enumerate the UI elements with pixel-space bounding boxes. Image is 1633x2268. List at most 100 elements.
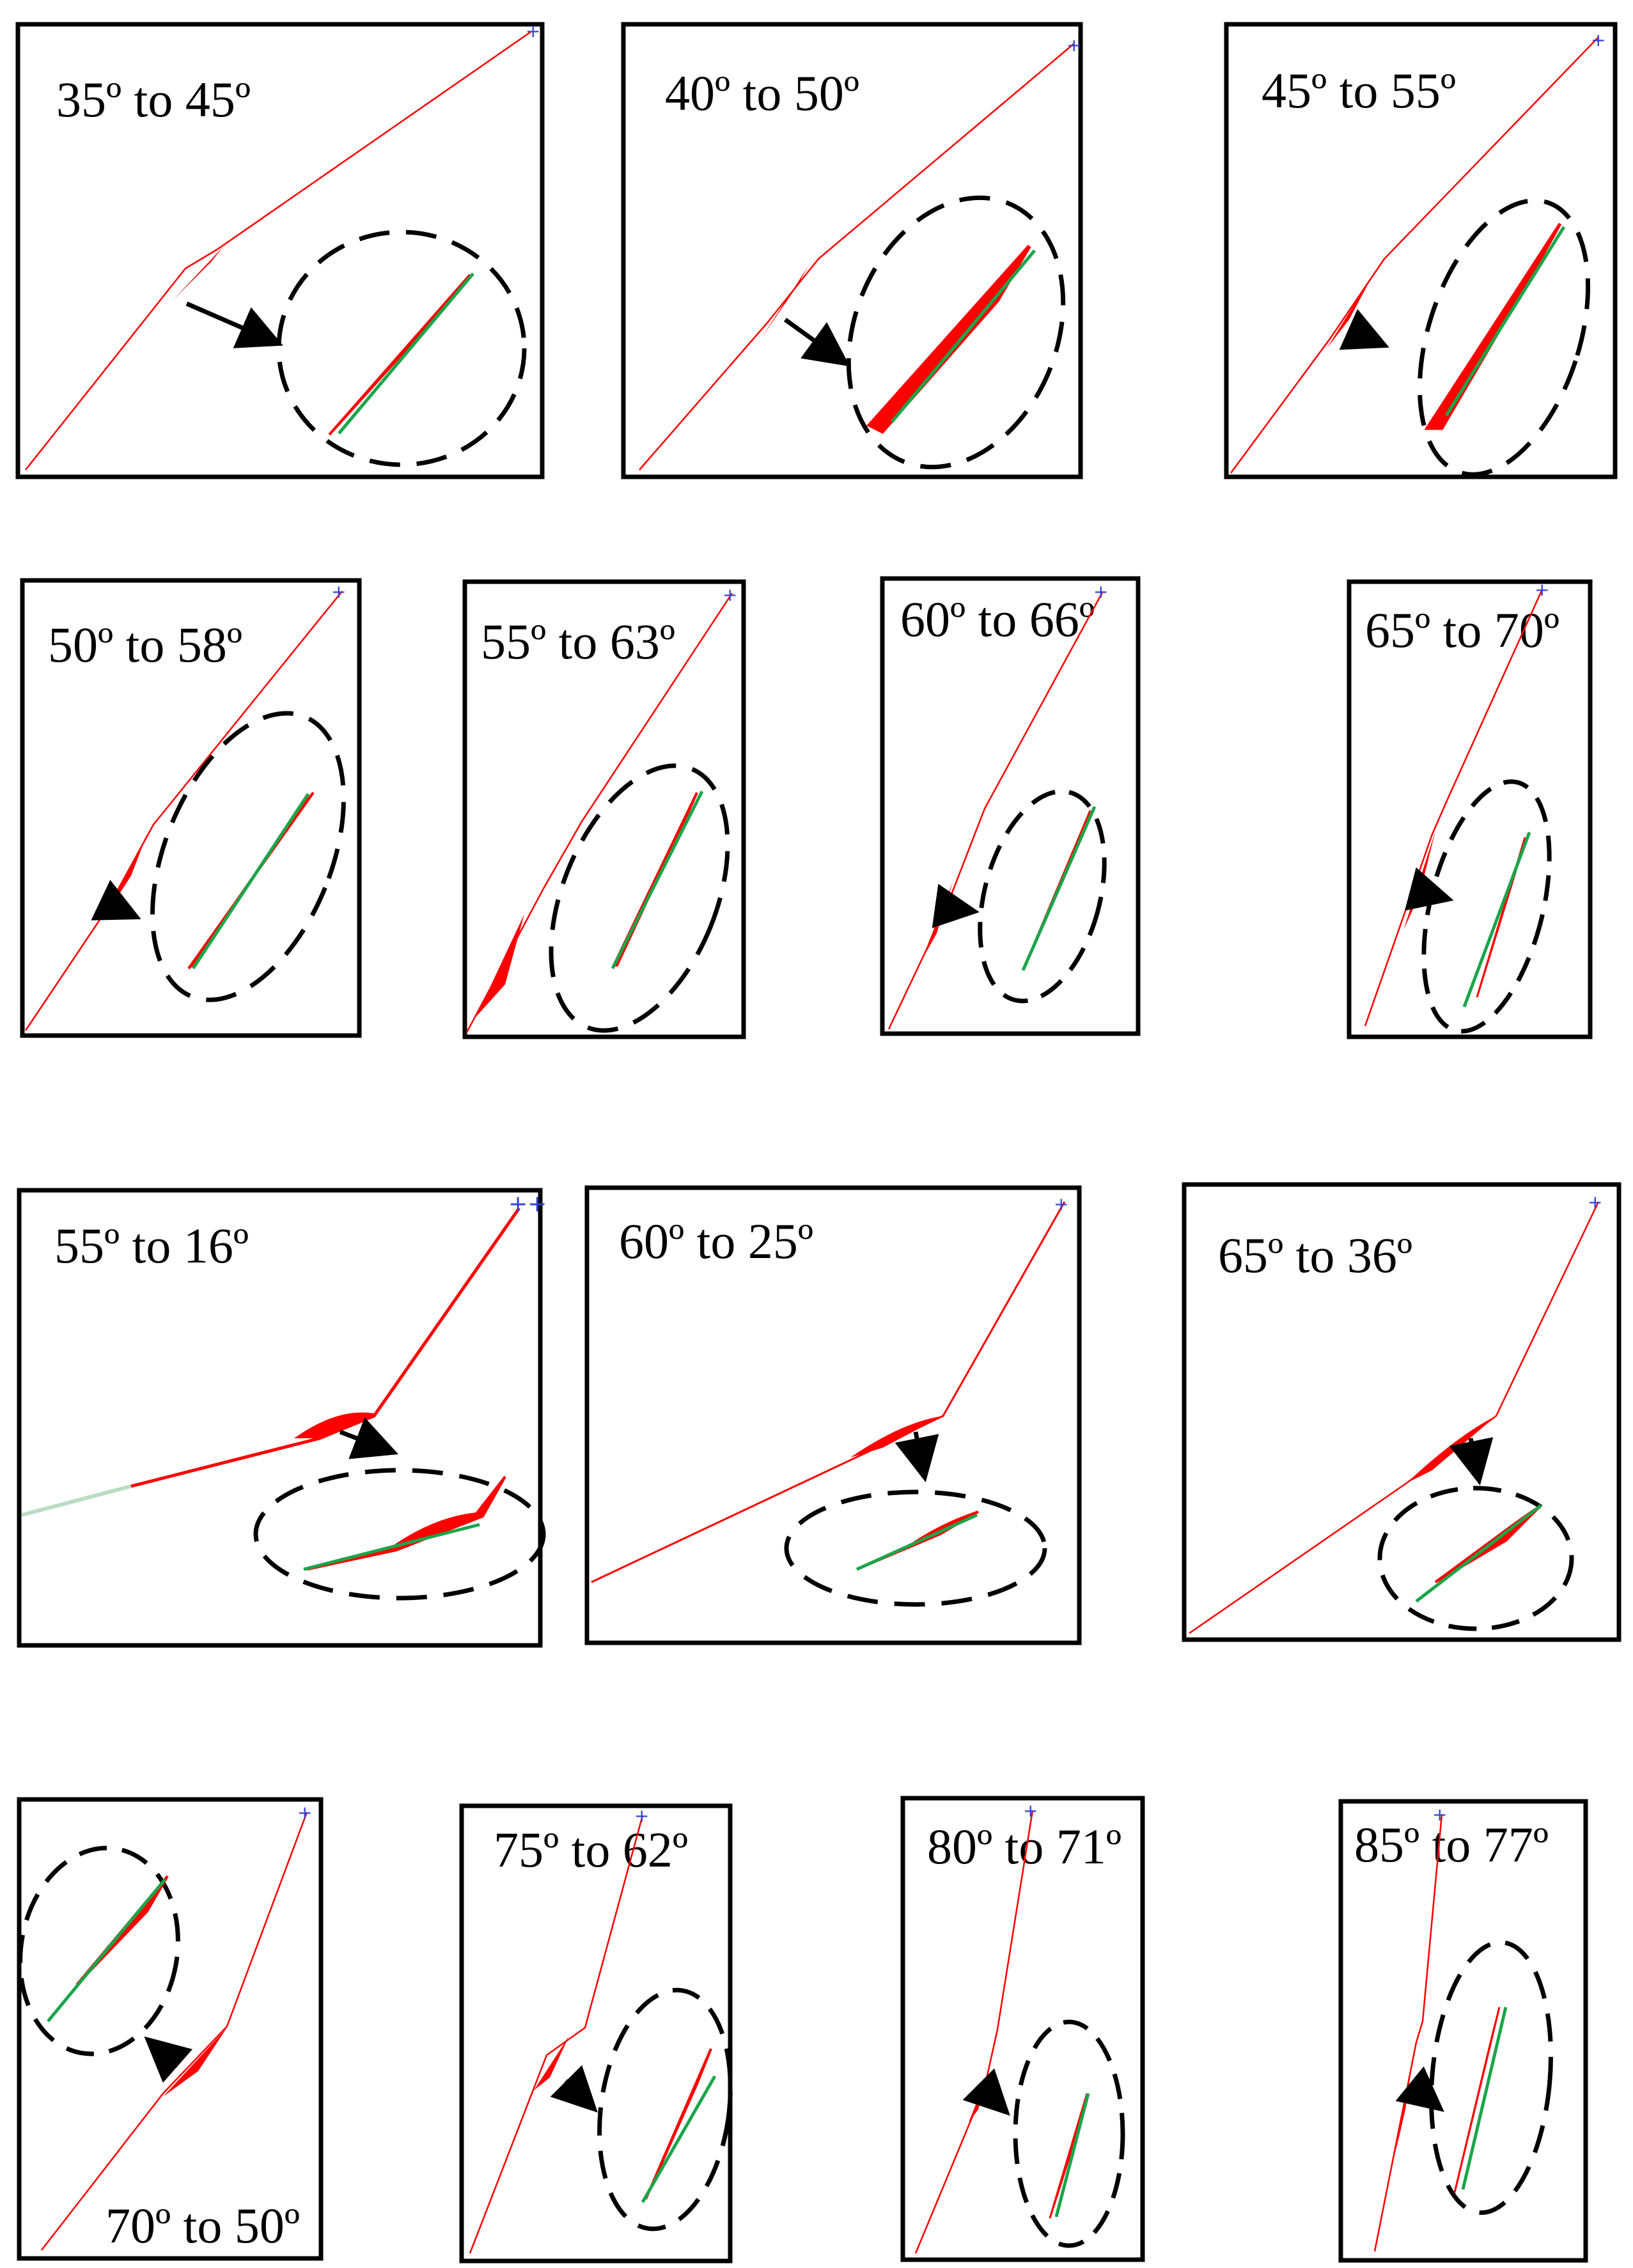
panel-label: 40º to 50º	[665, 65, 859, 121]
panel-label: 60º to 66º	[900, 591, 1095, 647]
panel-frame	[459, 1803, 733, 2264]
panel-label: 70º to 50º	[105, 2198, 300, 2253]
zoom-ellipse	[253, 1468, 546, 1601]
panel-p10: 65º to 36º +	[1182, 1182, 1621, 1642]
slope-profile-line	[1230, 36, 1599, 474]
panel-p6: 60º to 66º +	[880, 576, 1141, 1036]
panel-p2: 40º to 50º +	[621, 22, 1083, 479]
panel-frame	[584, 1185, 1082, 1645]
zoom-ellipse	[1377, 1486, 1574, 1631]
faded-profile-line	[21, 1484, 132, 1517]
panel-frame	[1338, 1799, 1588, 2263]
crest-marker-icon: +	[1588, 1192, 1602, 1213]
panel-p14: 85º to 77º +	[1338, 1799, 1588, 2263]
slope-deformation-zone	[1395, 2049, 1414, 2154]
slope-profile-line	[130, 1207, 521, 1488]
panel-p4: 50º to 58º +	[20, 578, 362, 1038]
crest-marker-icon: +	[723, 584, 737, 605]
slope-deformation-zone	[921, 882, 953, 962]
panel-frame	[462, 579, 746, 1039]
slope-profile-line	[1373, 1814, 1443, 2252]
panel-p3: 45º to 55º +	[1224, 22, 1618, 479]
panel-label: 35º to 45º	[56, 72, 251, 127]
slope-deformation-zone	[534, 2036, 569, 2090]
zoom-arrow-icon	[91, 880, 141, 920]
crest-marker-icon: +	[331, 581, 346, 602]
panel-p7: 65º to 70º +	[1347, 579, 1593, 1039]
zoom-arrow-icon	[185, 301, 283, 348]
panel-label: 60º to 25º	[619, 1213, 813, 1269]
slope-profile-line	[1364, 589, 1543, 1027]
zoom-arrow-icon	[1449, 1437, 1494, 1486]
zoom-ellipse	[597, 1987, 733, 2232]
zoom-fit-line	[641, 2075, 717, 2203]
panel-label: 65º to 36º	[1218, 1227, 1412, 1283]
slope-deformation-zone	[173, 246, 224, 300]
panel-frame	[1347, 579, 1593, 1039]
panel-p12: 75º to 62º +	[459, 1803, 733, 2264]
crest-marker-icon: +	[297, 1802, 312, 1823]
crest-marker-icon: +	[1535, 579, 1549, 600]
slope-profile-line	[887, 591, 1104, 1030]
zoom-ellipse	[978, 789, 1107, 1004]
zoom-arrow-icon	[144, 2036, 193, 2083]
zoom-ellipse	[150, 711, 346, 1002]
slope-profile-line	[914, 1810, 1034, 2254]
panel-frame	[621, 22, 1083, 479]
zoom-arrow-icon	[550, 2065, 598, 2113]
zoom-fit-line	[338, 272, 474, 435]
zoom-ellipse	[1013, 2019, 1125, 2248]
slope-deformation-zone	[1403, 831, 1435, 930]
crest-marker-icon: +	[634, 1805, 649, 1826]
zoom-fit-line	[191, 793, 310, 970]
zoom-fit-line	[611, 790, 704, 970]
panel-p11: 70º to 50º +	[17, 1797, 324, 2261]
panel-frame	[15, 22, 545, 479]
zoom-arrow-icon	[895, 1431, 939, 1482]
zoom-ellipse	[276, 229, 527, 467]
zoom-ellipse	[784, 1489, 1047, 1607]
zoom-fit-line	[891, 249, 1036, 423]
crest-marker-icon: +	[1054, 1193, 1068, 1215]
zoom-profile	[328, 274, 471, 436]
zoom-fit-line	[1461, 2007, 1508, 2190]
panel-label: 75º to 62º	[494, 1822, 688, 1877]
zoom-ellipse	[846, 195, 1066, 470]
slope-profile-line	[41, 1812, 308, 2251]
zoom-arrow-icon	[1339, 309, 1389, 350]
panel-frame	[17, 1188, 543, 1648]
crest-marker-icon: ++	[508, 1191, 547, 1217]
zoom-arrow-icon	[339, 1417, 399, 1459]
zoom-ellipse	[1429, 1940, 1553, 2215]
zoom-ellipse	[549, 763, 730, 1033]
panel-label: 65º to 70º	[1365, 602, 1559, 658]
zoom-fit-line	[1054, 2093, 1090, 2218]
zoom-profile	[1424, 222, 1562, 430]
panel-p5: 55º to 63º +	[462, 579, 746, 1039]
panel-p8: 55º to 16º ++	[17, 1188, 547, 1648]
slope-deformation-zone	[969, 2074, 988, 2122]
crest-marker-icon: +	[1023, 1800, 1038, 1821]
crest-marker-icon: +	[1591, 29, 1606, 50]
panel-p1: 35º to 45º +	[15, 20, 545, 479]
zoom-arrow-icon	[783, 318, 850, 367]
panel-label: 85º to 77º	[1354, 1817, 1549, 1872]
slope-deformation-zone	[294, 1412, 377, 1438]
crest-marker-icon: +	[526, 20, 540, 42]
zoom-ellipse	[1421, 779, 1552, 1034]
zoom-fit-line	[1415, 1504, 1542, 1603]
zoom-profile	[306, 1475, 506, 1571]
slope-profile-line	[25, 31, 531, 470]
zoom-profile	[645, 2048, 712, 2200]
zoom-fit-line	[1021, 805, 1097, 972]
slope-deformation-zone	[476, 914, 524, 1016]
panel-frame	[20, 578, 362, 1038]
slope-profile-line	[469, 1815, 644, 2254]
panel-label: 55º to 63º	[481, 614, 675, 669]
zoom-ellipse	[18, 1845, 180, 2056]
panel-frame	[1224, 22, 1618, 479]
zoom-fit-line	[47, 1878, 166, 2023]
zoom-ellipse	[1417, 198, 1591, 477]
zoom-profile	[866, 245, 1031, 434]
